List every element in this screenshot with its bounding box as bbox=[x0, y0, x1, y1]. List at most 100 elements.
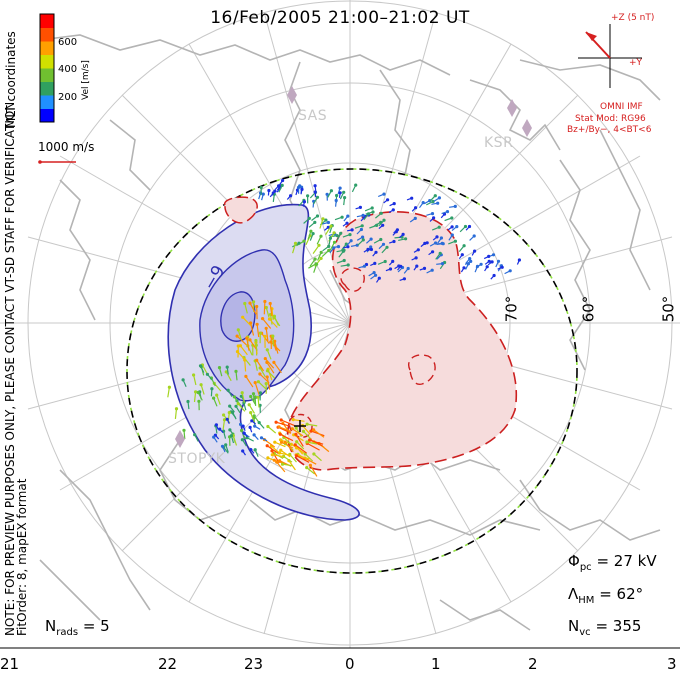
velocity-vector bbox=[306, 442, 320, 451]
velocity-vector bbox=[264, 358, 275, 369]
velocity-vector-origin bbox=[236, 328, 240, 332]
velocity-vector-origin bbox=[308, 463, 312, 467]
velocity-vectors bbox=[167, 178, 522, 477]
velocity-vector-origin bbox=[256, 395, 260, 399]
fit-order-note: FitOrder: 8, mapEX format bbox=[15, 478, 29, 636]
velocity-vector-origin bbox=[267, 188, 271, 193]
velocity-vector-origin bbox=[414, 256, 418, 260]
velocity-vector bbox=[266, 445, 280, 455]
mlt-label-23: 23 bbox=[244, 655, 264, 673]
velocity-vector-origin bbox=[197, 399, 201, 403]
velocity-vector bbox=[250, 412, 255, 423]
velocity-vector-origin bbox=[194, 390, 198, 394]
velocity-vector-origin bbox=[361, 235, 365, 239]
velocity-vector-origin bbox=[265, 360, 269, 364]
latitude-label-60: 60° bbox=[579, 295, 598, 323]
velocity-vector-origin bbox=[258, 391, 262, 395]
velocity-vector-origin bbox=[258, 331, 262, 335]
velocity-vector-origin bbox=[222, 413, 226, 417]
velocity-vector-origin bbox=[440, 262, 445, 266]
velocity-vector-origin bbox=[508, 269, 512, 273]
velocity-vector-origin bbox=[324, 218, 328, 222]
velocity-vector-origin bbox=[392, 202, 396, 206]
velocity-vector bbox=[270, 314, 273, 325]
velocity-vector-origin bbox=[319, 234, 323, 238]
velocity-vector-origin bbox=[450, 225, 454, 229]
velocity-vector-origin bbox=[370, 206, 374, 210]
velocity-vector-origin bbox=[374, 250, 378, 254]
velocity-vector-origin bbox=[415, 264, 419, 268]
velocity-vector-origin bbox=[327, 248, 331, 253]
velocity-vector-origin bbox=[496, 259, 501, 263]
velocity-vector-origin bbox=[433, 194, 437, 198]
colorbar-segment bbox=[40, 41, 54, 55]
imf-y-label: +Y bbox=[629, 58, 643, 68]
velocity-vector-origin bbox=[249, 394, 253, 399]
colorbar-outline bbox=[39, 13, 55, 123]
velocity-vector bbox=[294, 444, 307, 454]
velocity-vector-origin bbox=[255, 304, 259, 309]
velocity-vector-origin bbox=[240, 438, 244, 442]
velocity-vector-origin bbox=[343, 196, 347, 200]
colorbar-segment bbox=[40, 81, 54, 96]
velocity-vector-origin bbox=[271, 334, 275, 338]
velocity-vector-origin bbox=[383, 259, 387, 264]
velocity-vector-origin bbox=[391, 259, 395, 263]
station-marker-ksr bbox=[507, 99, 517, 117]
velocity-vector-origin bbox=[272, 458, 276, 462]
velocity-vector-origin bbox=[217, 366, 222, 370]
nrads-subscript: rads bbox=[56, 627, 79, 638]
station-label-sto: STO bbox=[168, 451, 198, 467]
velocity-vector-origin bbox=[234, 404, 238, 408]
velocity-vector bbox=[274, 459, 287, 465]
velocity-vector bbox=[289, 454, 297, 463]
velocity-vector-origin bbox=[329, 224, 333, 228]
velocity-vector bbox=[304, 453, 314, 462]
velocity-vector bbox=[254, 382, 260, 395]
velocity-vector-origin bbox=[312, 452, 316, 456]
phi-subscript: pc bbox=[579, 562, 592, 573]
mlt-meridians bbox=[0, 0, 680, 648]
velocity-vector-origin bbox=[346, 214, 350, 218]
velocity-colorbar bbox=[39, 13, 55, 123]
velocity-vector-origin bbox=[266, 456, 270, 460]
velocity-vector bbox=[275, 421, 290, 427]
velocity-vector-origin bbox=[346, 245, 350, 249]
velocity-vector-origin bbox=[248, 425, 252, 429]
velocity-vector-origin bbox=[239, 422, 243, 426]
velocity-vector-origin bbox=[277, 184, 281, 188]
velocity-vector-origin bbox=[244, 374, 248, 378]
velocity-vector bbox=[302, 425, 311, 435]
latitude-label-50: 50° bbox=[659, 295, 678, 323]
minimum-potential-marker bbox=[294, 420, 306, 432]
velocity-vector-origin bbox=[243, 358, 247, 362]
velocity-vector-origin bbox=[212, 435, 216, 439]
velocity-vector-origin bbox=[250, 419, 254, 423]
velocity-vector bbox=[291, 428, 304, 437]
velocity-vector-origin bbox=[341, 249, 345, 253]
velocity-vector-origin bbox=[247, 403, 251, 407]
velocity-vector bbox=[222, 419, 226, 430]
velocity-vector-origin bbox=[366, 212, 371, 216]
velocity-vector-origin bbox=[265, 369, 270, 373]
velocity-vector-origin bbox=[319, 256, 323, 260]
velocity-vector-origin bbox=[281, 178, 285, 183]
velocity-vector bbox=[263, 301, 266, 315]
velocity-vector-origin bbox=[305, 422, 309, 426]
velocity-vector-origin bbox=[432, 216, 436, 220]
station-marker-sas bbox=[287, 86, 297, 104]
velocity-vector-origin bbox=[256, 380, 260, 384]
velocity-vector-origin bbox=[377, 276, 381, 280]
velocity-vector-origin bbox=[349, 239, 353, 243]
velocity-vector-origin bbox=[198, 364, 203, 368]
velocity-vector-origin bbox=[374, 273, 378, 277]
param-nrads: Nrads = 5 bbox=[45, 617, 110, 638]
velocity-vector bbox=[216, 394, 221, 405]
map-title: 16/Feb/2005 21:00–21:02 UT bbox=[210, 8, 470, 28]
velocity-vector bbox=[257, 381, 267, 390]
velocity-vector-origin bbox=[338, 191, 342, 195]
velocity-vector bbox=[249, 302, 257, 315]
velocity-vector-origin bbox=[234, 369, 238, 373]
velocity-vector-origin bbox=[278, 432, 282, 436]
